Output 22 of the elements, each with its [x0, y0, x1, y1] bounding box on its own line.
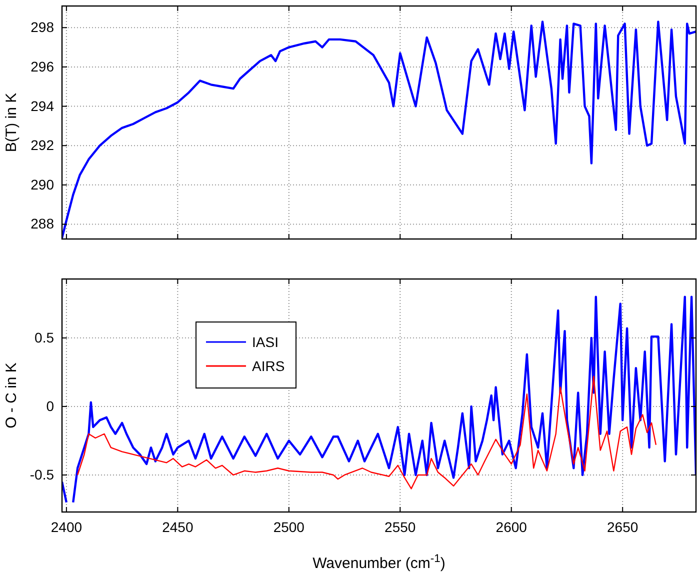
x-tick-label: 2650 [607, 518, 638, 535]
x-tick-label: 2450 [162, 518, 194, 535]
y-tick-label: 0.5 [34, 329, 54, 346]
x-tick-label: 2500 [273, 518, 305, 535]
line-series [62, 20, 696, 239]
line-series [76, 376, 657, 490]
y-tick-label: 294 [30, 98, 54, 114]
x-axis-title: Wavenumber (cm$^{-1}$) [312, 553, 446, 572]
y-tick-label: -0.5 [30, 466, 54, 482]
y-tick-label: 292 [30, 137, 54, 154]
y-tick-label: 290 [30, 176, 54, 192]
y-tick-label: 0 [46, 398, 54, 414]
y-tick-label: 288 [30, 216, 54, 232]
x-tick-label: 2550 [384, 518, 416, 535]
x-tick-label: 2400 [50, 518, 82, 535]
y-tick-label: 296 [30, 58, 54, 74]
x-tick-label: 2600 [496, 518, 528, 535]
legend-label: AIRS [252, 358, 285, 374]
y-tick-label: 298 [30, 19, 54, 36]
y-axis-title: O - C in K [3, 362, 20, 428]
y-axis-title: B(T) in K [3, 92, 20, 152]
legend-label: IASI [252, 334, 278, 350]
